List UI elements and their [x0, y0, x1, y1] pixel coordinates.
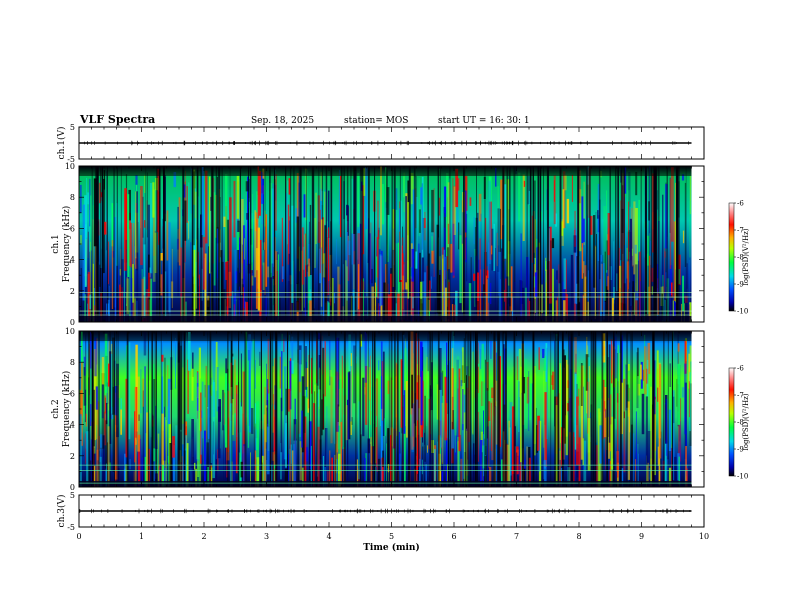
y-axis-label-units: Frequency (kHz) [61, 206, 72, 283]
y-axis-label: ch.2 [51, 399, 61, 418]
x-tick-label: 6 [451, 532, 456, 541]
x-tick-label: 9 [639, 532, 644, 541]
y-tick-label: 2 [70, 287, 75, 296]
spectrogram-streaks [79, 331, 692, 487]
x-tick-label: 1 [139, 532, 144, 541]
colorbar-tick-label: -9 [737, 281, 744, 289]
colorbar-tick-label: -7 [737, 392, 744, 400]
colorbar-tick-label: -8 [737, 419, 744, 427]
waveform-trace [79, 140, 692, 146]
y-tick-label: 5 [70, 491, 75, 500]
y-tick-label: 10 [65, 327, 75, 336]
y-tick-label: -5 [67, 155, 75, 164]
figure-title: VLF Spectra [79, 113, 155, 126]
panel-waveform-top: 5 -5ch.1(V) [56, 123, 705, 164]
x-tick-label: 2 [201, 532, 206, 541]
panel-spectrogram-ch2: -6 -7 -8 -9 -10 log(PSD)(V²/Hz) 0 2 4 6 8 10 ch.2 Fre… [51, 327, 750, 492]
colorbar-spectrogram-ch1: -6 -7 -8 -9 -10 log(PSD)(V²/Hz) [728, 200, 750, 316]
y-tick-label: 10 [65, 162, 75, 171]
panels-group: 5-5ch.1(V)-6-7-8-9-10log(PSD)(V²/Hz)0246… [51, 123, 750, 553]
colorbar-tick-label: -10 [737, 473, 748, 481]
x-axis-label: Time (min) [363, 542, 420, 553]
panel-waveform-bottom: 5 -5ch.3(V) 0 1 2 3 4 5 6 7 8 9 10 Time (min) [56, 491, 709, 553]
x-tick-label: 8 [576, 532, 581, 541]
y-tick-label: 8 [70, 358, 75, 367]
y-tick-label: 0 [70, 318, 75, 327]
x-tick-label: 0 [76, 532, 81, 541]
y-tick-label: -5 [67, 523, 75, 532]
colorbar-tick-label: -8 [737, 254, 744, 262]
colorbar-spectrogram-ch2: -6 -7 -8 -9 -10 log(PSD)(V²/Hz) [728, 365, 750, 481]
figure-station: station= MOS [344, 116, 408, 126]
x-tick-label: 3 [264, 532, 269, 541]
y-axis-label: ch.3(V) [56, 495, 67, 528]
y-tick-label: 2 [70, 452, 75, 461]
colorbar-tick-label: -9 [737, 446, 744, 454]
y-axis-label: ch.1 [51, 234, 61, 253]
colorbar-tick-label: -6 [737, 200, 744, 208]
y-axis-label-units: Frequency (kHz) [61, 371, 72, 448]
waveform-trace [79, 508, 692, 514]
y-tick-label: 4 [70, 256, 75, 265]
y-tick-label: 5 [70, 123, 75, 132]
colorbar-tick-label: -7 [737, 227, 744, 235]
colorbar-tick-label: -10 [737, 308, 748, 316]
x-tick-label: 5 [389, 532, 394, 541]
y-tick-label: 8 [70, 193, 75, 202]
figure-date: Sep. 18, 2025 [251, 116, 314, 126]
colorbar-label: log(PSD)(V²/Hz) [742, 393, 750, 450]
panel-spectrogram-ch1: -6 -7 -8 -9 -10 log(PSD)(V²/Hz) 0 2 4 6 8 10 ch.1 Fre… [51, 162, 750, 327]
x-tick-label: 10 [699, 532, 709, 541]
y-tick-label: 6 [70, 224, 75, 233]
colorbar-label: log(PSD)(V²/Hz) [742, 228, 750, 285]
x-tick-label: 4 [326, 532, 331, 541]
colorbar-gradient [728, 202, 735, 312]
y-axis-label: ch.1(V) [56, 127, 67, 160]
colorbar-tick-label: -6 [737, 365, 744, 373]
y-tick-label: 4 [70, 421, 75, 430]
x-tick-label: 7 [514, 532, 519, 541]
colorbar-gradient [728, 367, 735, 477]
y-tick-label: 0 [70, 483, 75, 492]
y-tick-label: 6 [70, 389, 75, 398]
figure-start-time: start UT = 16: 30: 1 [438, 116, 530, 126]
spectrogram-streaks [79, 166, 692, 322]
